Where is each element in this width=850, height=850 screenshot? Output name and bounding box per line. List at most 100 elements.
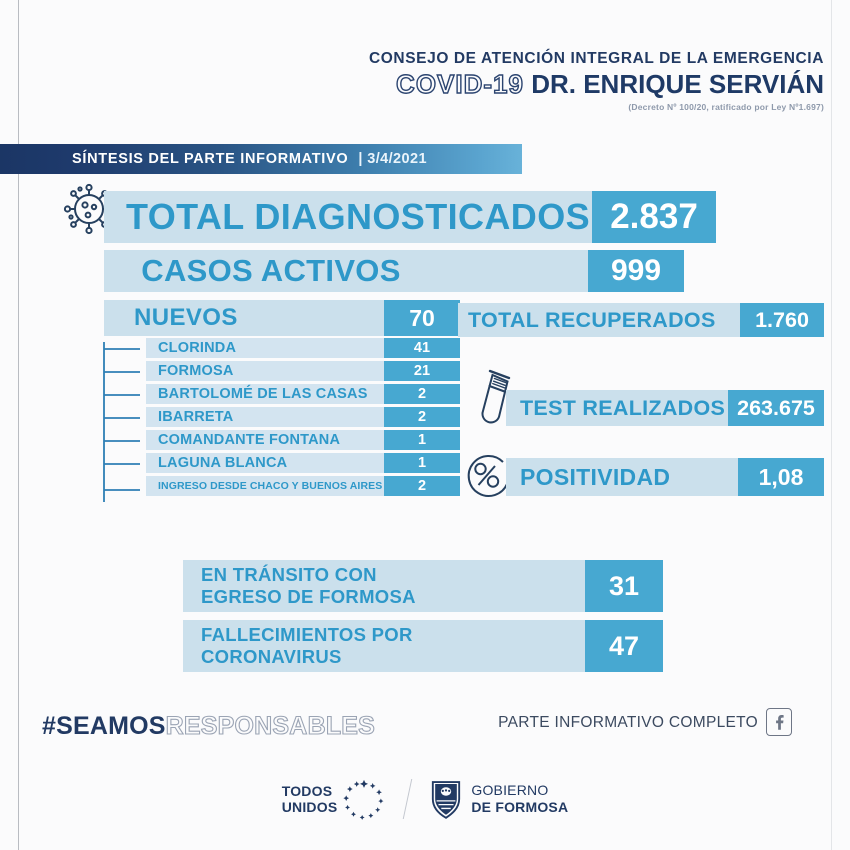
list-item: BARTOLOMÉ DE LAS CASAS 2 — [146, 384, 460, 404]
en-transito-value: 31 — [608, 570, 640, 601]
locality-value: 41 — [413, 340, 431, 356]
parte-informativo-label: PARTE INFORMATIVO COMPLETO — [498, 714, 758, 731]
banner-date: | 3/4/2021 — [358, 151, 427, 167]
total-diagnosticados-value-cell: 2.837 — [592, 191, 716, 243]
formosa-coat-of-arms-icon — [432, 781, 461, 819]
todos-line: TODOS — [281, 782, 333, 799]
locality-name-cell: IBARRETA — [146, 407, 384, 427]
campaign-hashtag: #SEAMOSRESPONSABLES — [42, 711, 376, 741]
total-diagnosticados-value: 2.837 — [610, 197, 698, 236]
total-diagnosticados-row: TOTAL DIAGNOSTICADOS 2.837 — [104, 191, 716, 243]
bracket-tree — [100, 340, 146, 504]
casos-activos-value: 999 — [610, 254, 662, 287]
locality-value-cell: 2 — [384, 476, 460, 496]
locality-name: INGRESO DESDE CHACO Y BUENOS AIRES — [158, 480, 383, 492]
header-subtitle: CONSEJO DE ATENCIÓN INTEGRAL DE LA EMERG… — [368, 50, 824, 67]
banner-title: SÍNTESIS DEL PARTE INFORMATIVO — [72, 151, 349, 167]
header: CONSEJO DE ATENCIÓN INTEGRAL DE LA EMERG… — [224, 50, 824, 112]
positividad-value-cell: 1,08 — [738, 458, 824, 496]
positividad-label: POSITIVIDAD — [520, 463, 671, 490]
en-transito-label: EN TRÁNSITO CON EGRESO DE FORMOSA — [201, 563, 416, 607]
en-transito-label-cell: EN TRÁNSITO CON EGRESO DE FORMOSA — [183, 560, 585, 612]
locality-value: 2 — [417, 409, 427, 425]
locality-value-cell: 1 — [384, 430, 460, 450]
fallecimientos-row: FALLECIMIENTOS POR CORONAVIRUS 47 — [183, 620, 663, 672]
recuperados-label-cell: TOTAL RECUPERADOS — [458, 303, 740, 337]
gobierno-line2: DE FORMOSA — [471, 799, 569, 815]
locality-name-cell: LAGUNA BLANCA — [146, 453, 384, 473]
total-diagnosticados-label-cell: TOTAL DIAGNOSTICADOS — [104, 191, 592, 243]
nuevos-header-row: NUEVOS 70 — [104, 300, 460, 336]
stars-circle-icon — [343, 779, 384, 820]
list-item: FORMOSA 21 — [146, 361, 460, 381]
left-frame-line — [18, 0, 19, 850]
test-realizados-row: TEST REALIZADOS 263.675 — [506, 390, 824, 426]
locality-name-cell: COMANDANTE FONTANA — [146, 430, 384, 450]
locality-value-cell: 41 — [384, 338, 460, 358]
locality-name-cell: CLORINDA — [146, 338, 384, 358]
list-item: LAGUNA BLANCA 1 — [146, 453, 460, 473]
hashtag-solid-part: #SEAMOS — [42, 712, 166, 740]
locality-value: 2 — [417, 386, 427, 402]
logo-divider — [403, 779, 413, 819]
hashtag-outline-part: RESPONSABLES — [165, 711, 376, 740]
locality-name: COMANDANTE FONTANA — [158, 432, 341, 448]
nuevos-value-cell: 70 — [384, 300, 460, 336]
locality-value-cell: 21 — [384, 361, 460, 381]
nuevos-locality-list: CLORINDA 41 FORMOSA 21 BARTOLOMÉ DE LAS … — [146, 338, 460, 496]
right-frame-line — [831, 0, 832, 850]
locality-name-cell: FORMOSA — [146, 361, 384, 381]
tests-value: 263.675 — [737, 395, 815, 420]
locality-value: 1 — [417, 432, 427, 448]
test-tube-icon — [476, 365, 520, 431]
facebook-icon[interactable] — [766, 708, 792, 736]
tests-label: TEST REALIZADOS — [520, 395, 726, 420]
locality-value-cell: 2 — [384, 384, 460, 404]
report-banner: SÍNTESIS DEL PARTE INFORMATIVO | 3/4/202… — [0, 144, 522, 174]
list-item: CLORINDA 41 — [146, 338, 460, 358]
positividad-row: POSITIVIDAD 1,08 — [506, 458, 824, 496]
fallecimientos-label-cell: FALLECIMIENTOS POR CORONAVIRUS — [183, 620, 585, 672]
todos-unidos-text: TODOS UNIDOS — [282, 783, 338, 815]
total-recuperados-row: TOTAL RECUPERADOS 1.760 — [458, 303, 824, 337]
list-item: IBARRETA 2 — [146, 407, 460, 427]
council-name: DR. ENRIQUE SERVIÁN — [531, 68, 824, 99]
locality-name: IBARRETA — [158, 409, 234, 425]
locality-value: 21 — [413, 363, 431, 379]
en-transito-value-cell: 31 — [585, 560, 663, 612]
casos-activos-row: CASOS ACTIVOS 999 — [104, 250, 684, 292]
gobierno-line1: GOBIERNO — [471, 782, 549, 799]
locality-value-cell: 1 — [384, 453, 460, 473]
header-title: COVID-19 DR. ENRIQUE SERVIÁN — [224, 68, 824, 100]
positividad-value: 1,08 — [758, 463, 804, 490]
locality-name: CLORINDA — [158, 340, 237, 356]
locality-name: FORMOSA — [158, 363, 234, 379]
fallecimientos-value-cell: 47 — [585, 620, 663, 672]
gobierno-text: GOBIERNO DE FORMOSA — [471, 782, 568, 816]
footer-logos: TODOS UNIDOS — [0, 778, 850, 820]
casos-activos-label: CASOS ACTIVOS — [141, 253, 401, 288]
decree-note: (Decreto Nº 100/20, ratificado por Ley N… — [628, 102, 824, 113]
casos-activos-label-cell: CASOS ACTIVOS — [104, 250, 588, 292]
tests-value-cell: 263.675 — [728, 390, 824, 426]
casos-activos-value-cell: 999 — [588, 250, 684, 292]
recuperados-value: 1.760 — [755, 307, 809, 332]
recuperados-value-cell: 1.760 — [740, 303, 824, 337]
list-item: COMANDANTE FONTANA 1 — [146, 430, 460, 450]
locality-name-cell: BARTOLOMÉ DE LAS CASAS — [146, 384, 384, 404]
nuevos-block: NUEVOS 70 — [100, 300, 460, 502]
recuperados-label: TOTAL RECUPERADOS — [468, 307, 716, 332]
tests-label-cell: TEST REALIZADOS — [506, 390, 728, 426]
locality-name-cell: INGRESO DESDE CHACO Y BUENOS AIRES — [146, 476, 384, 496]
nuevos-label-cell: NUEVOS — [104, 300, 384, 336]
positividad-label-cell: POSITIVIDAD — [506, 458, 738, 496]
unidos-line: UNIDOS — [281, 799, 338, 815]
fallecimientos-value: 47 — [608, 630, 640, 661]
fallecimientos-label: FALLECIMIENTOS POR CORONAVIRUS — [201, 623, 413, 667]
gobierno-formosa-logo: GOBIERNO DE FORMOSA — [430, 778, 568, 820]
locality-name: BARTOLOMÉ DE LAS CASAS — [158, 386, 368, 402]
en-transito-row: EN TRÁNSITO CON EGRESO DE FORMOSA 31 — [183, 560, 663, 612]
nuevos-value: 70 — [409, 304, 435, 331]
percent-icon — [462, 450, 512, 500]
